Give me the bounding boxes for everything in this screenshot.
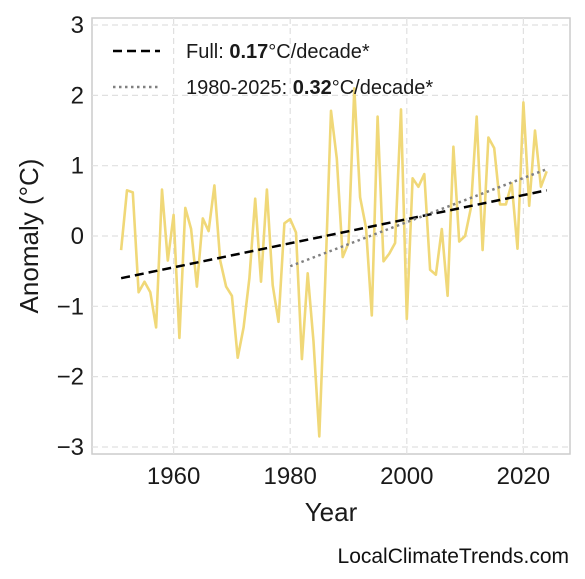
y-tick-label: 2	[71, 82, 84, 109]
x-tick-label: 1980	[263, 463, 316, 490]
trend-line-recent	[289, 168, 548, 268]
watermark: LocalClimateTrends.com	[337, 545, 569, 568]
y-tick-label: −3	[57, 434, 84, 461]
y-tick-label: 0	[71, 223, 84, 250]
series-layer	[119, 87, 548, 438]
x-tick-label: 2000	[380, 463, 433, 490]
grid	[92, 18, 570, 454]
trend-line-full	[120, 189, 547, 280]
x-axis-ticks: 1960 1980 2000 2020	[147, 463, 550, 490]
trend-layer	[120, 168, 548, 280]
y-tick-label: −1	[57, 293, 84, 320]
y-tick-label: −2	[57, 364, 84, 391]
x-tick-label: 1960	[147, 463, 200, 490]
x-tick-label: 2020	[497, 463, 550, 490]
legend: Full: 0.17°C/decade* 1980-2025: 0.32°C/d…	[113, 41, 433, 99]
y-tick-label: 1	[71, 153, 84, 180]
y-tick-label: 3	[71, 12, 84, 39]
y-axis-ticks: 3 2 1 0 −1 −2 −3	[57, 12, 84, 461]
y-axis-label: Anomaly (°C)	[14, 159, 44, 314]
x-axis-label: Year	[305, 497, 358, 527]
legend-label-full: Full: 0.17°C/decade*	[186, 41, 370, 63]
legend-label-recent: 1980-2025: 0.32°C/decade*	[186, 77, 433, 99]
series-line-anomaly	[119, 87, 548, 438]
